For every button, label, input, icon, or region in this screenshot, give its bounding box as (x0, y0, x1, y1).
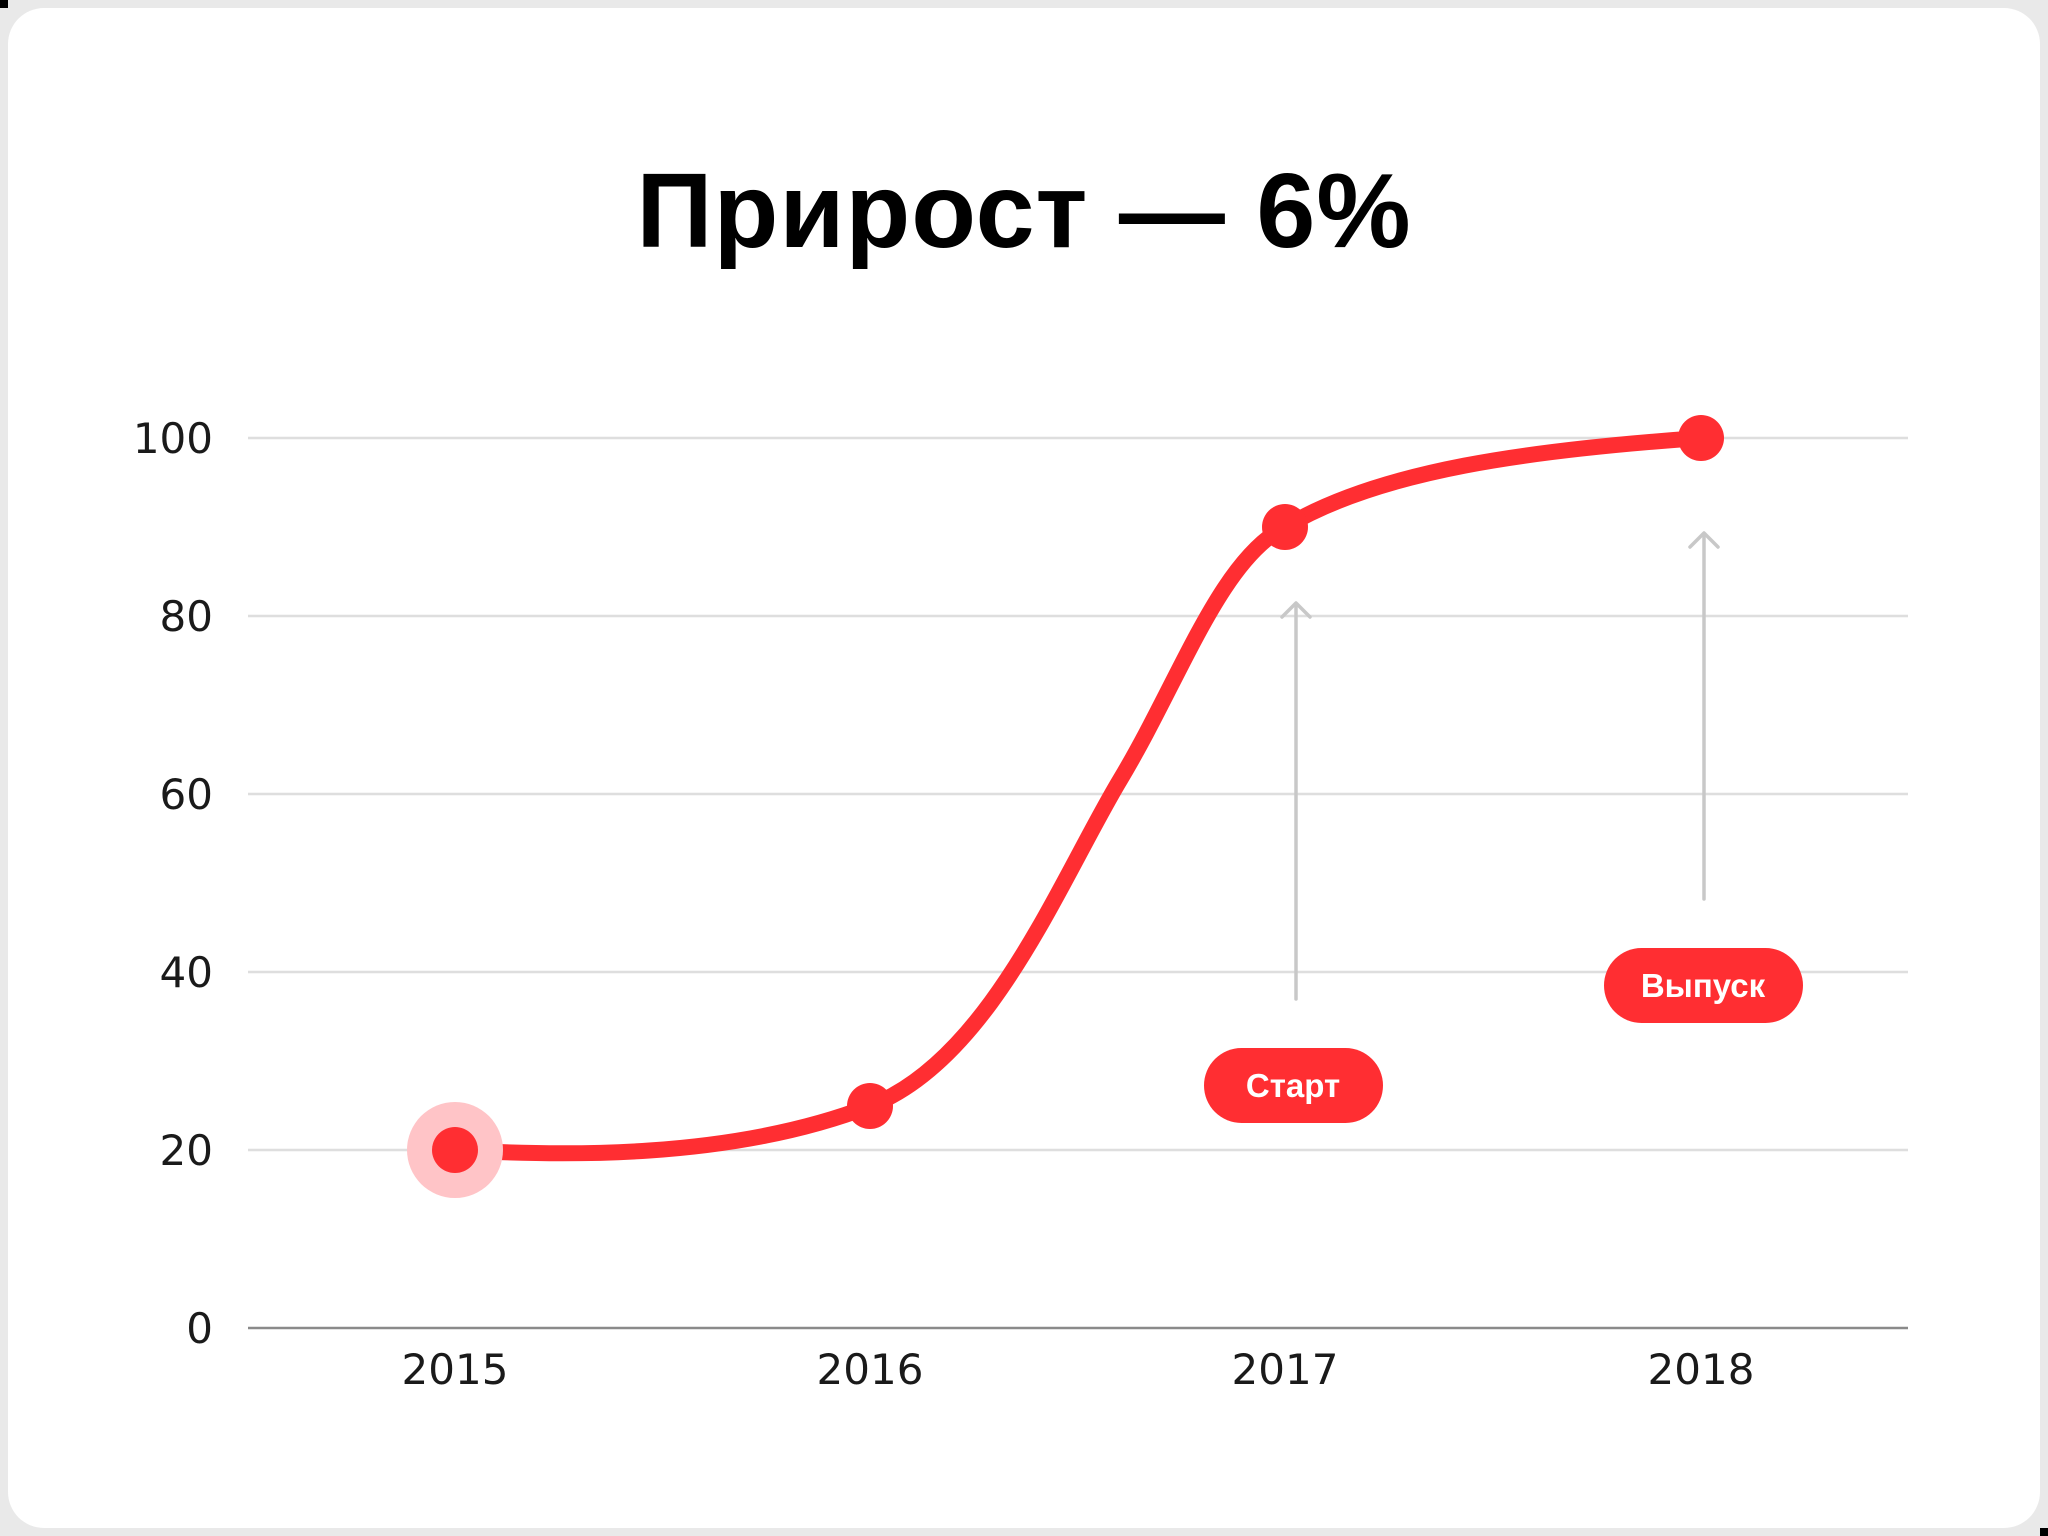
badge-start: Старт (1204, 1048, 1383, 1123)
badge-release-label: Выпуск (1641, 967, 1766, 1004)
x-tick-label: 2015 (402, 1345, 509, 1394)
data-point-2016[interactable] (847, 1083, 893, 1129)
badge-release: Выпуск (1604, 948, 1803, 1023)
x-tick-label: 2017 (1232, 1345, 1339, 1394)
y-tick-label: 100 (133, 414, 213, 463)
data-point-2017[interactable] (1262, 504, 1308, 550)
line-chart: 100 80 60 40 20 0 2015 2016 2017 2018 (133, 414, 1908, 1394)
y-tick-label: 60 (160, 770, 213, 819)
series-line (447, 430, 1709, 1162)
frame-corner-top-left (0, 0, 8, 8)
y-tick-label: 20 (160, 1126, 213, 1175)
y-tick-label: 0 (186, 1304, 213, 1353)
y-tick-label: 40 (160, 948, 213, 997)
chart-title: Прирост — 6% (636, 152, 1412, 270)
gridlines (248, 436, 1908, 1152)
y-tick-label: 80 (160, 592, 213, 641)
arrow-up-icon (1280, 601, 1312, 1001)
x-tick-label: 2016 (817, 1345, 924, 1394)
frame-corner-bottom-right (2040, 1528, 2048, 1536)
chart-card: Прирост — 6% 100 80 60 40 20 0 2015 2016… (8, 8, 2040, 1528)
data-point-2015[interactable] (432, 1127, 478, 1173)
x-axis-labels: 2015 2016 2017 2018 (402, 1345, 1755, 1394)
arrow-up-icon (1688, 531, 1720, 901)
data-point-2018[interactable] (1678, 415, 1724, 461)
annotation-arrows (1280, 531, 1720, 1001)
x-tick-label: 2018 (1648, 1345, 1755, 1394)
badge-start-label: Старт (1246, 1067, 1340, 1104)
y-axis-labels: 100 80 60 40 20 0 (133, 414, 213, 1353)
